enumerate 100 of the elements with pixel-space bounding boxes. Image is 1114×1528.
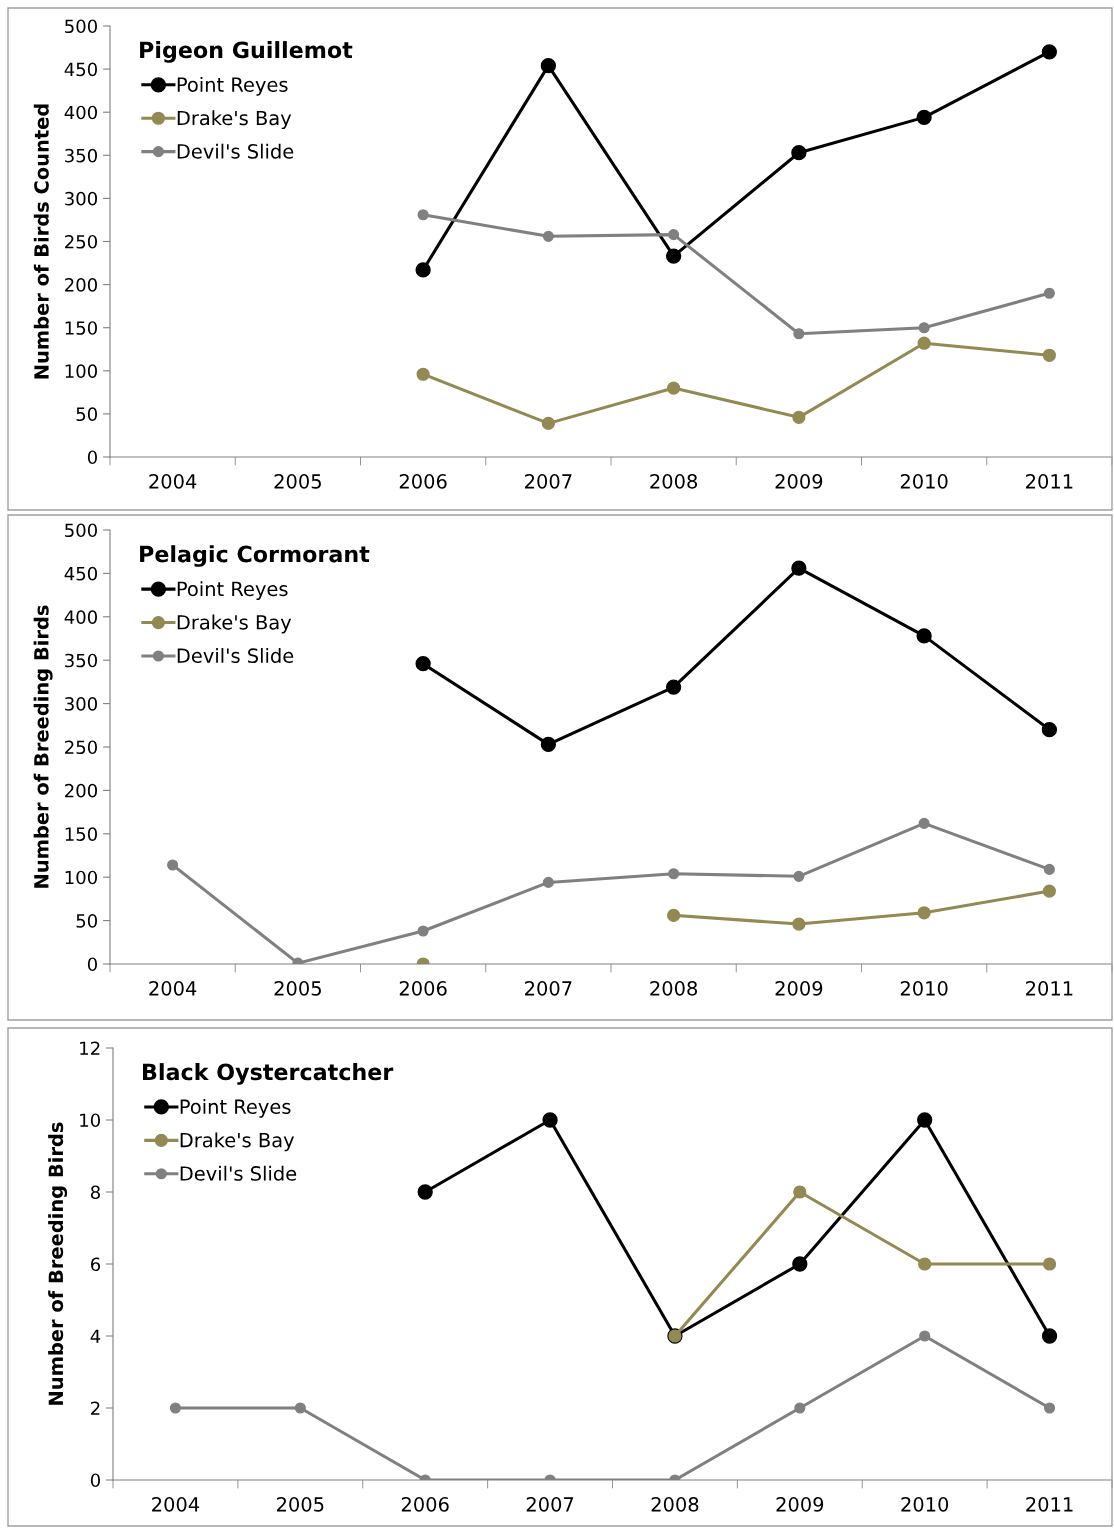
x-tick-label: 2006 [399, 474, 447, 489]
point [416, 367, 430, 381]
x-tick-label: 2005 [276, 1497, 324, 1512]
y-tick-label: 0 [90, 1473, 100, 1488]
point [792, 917, 806, 931]
x-tick-label: 2005 [274, 474, 321, 489]
x-tick-label: 2010 [900, 981, 948, 996]
legend-label: Point Reyes [180, 1098, 291, 1118]
y-tick-label: 10 [80, 1113, 100, 1128]
point [542, 876, 554, 888]
point [1042, 1257, 1057, 1271]
x-tick-label: 2011 [1026, 1497, 1073, 1512]
point [668, 868, 680, 880]
x-tick-label: 2010 [901, 1497, 949, 1512]
point [1044, 1402, 1056, 1414]
point [294, 1402, 306, 1414]
point [417, 209, 429, 221]
point [541, 416, 555, 430]
x-tick-label: 2006 [401, 1497, 449, 1512]
x-tick-label: 2009 [775, 981, 823, 996]
point [417, 1184, 433, 1200]
y-tick-label: 450 [64, 62, 97, 77]
point [668, 229, 680, 241]
y-tick-label: 300 [65, 191, 97, 206]
point [415, 656, 431, 672]
point [916, 628, 932, 644]
text: Pigeon Guillemot [140, 41, 353, 63]
point [793, 870, 805, 882]
x-tick-label: 2011 [1026, 474, 1073, 489]
y-tick-label: 6 [90, 1257, 101, 1272]
point [1042, 884, 1056, 898]
y-tick-label: 12 [80, 1041, 100, 1055]
y-tick-label: 50 [76, 914, 97, 928]
y-tick-label: 250 [65, 740, 97, 755]
point [417, 925, 429, 937]
point [540, 58, 557, 74]
y-tick-label: 0 [87, 450, 97, 465]
x-tick-label: 2011 [1026, 981, 1073, 996]
x-tick-label: 2004 [149, 981, 197, 996]
y-tick-label: 200 [65, 278, 97, 292]
y-tick-label: 50 [76, 407, 97, 422]
point [1043, 863, 1055, 875]
y-tick-label: 100 [65, 870, 97, 885]
point [169, 1402, 181, 1414]
point [794, 1402, 806, 1414]
x-tick-label: 2009 [776, 1497, 824, 1512]
point [1042, 348, 1056, 362]
y-tick-label: 8 [90, 1185, 100, 1200]
point [1041, 44, 1058, 60]
point [542, 1112, 558, 1128]
y-tick-label: 350 [65, 653, 97, 668]
point [917, 336, 931, 350]
point [167, 859, 179, 871]
point [542, 230, 554, 242]
point [918, 817, 930, 829]
x-tick-label: 2004 [149, 474, 197, 489]
point [415, 262, 431, 278]
legend-label: Drake's Bay [177, 110, 292, 130]
x-tick-label: 2007 [525, 981, 572, 996]
x-tick-label: 2008 [651, 1497, 699, 1512]
y-tick-label: 200 [65, 783, 97, 798]
y-tick-label: 350 [65, 148, 97, 163]
point [667, 381, 681, 395]
point [793, 1185, 807, 1199]
point [1041, 722, 1058, 738]
point [792, 1256, 808, 1272]
y-axis-title: Number of Breeding Birds [33, 605, 53, 888]
y-tick-label: 300 [65, 697, 97, 711]
point [792, 410, 806, 424]
point [919, 1330, 931, 1342]
legend-label: Drake's Bay [180, 1132, 295, 1152]
point [791, 145, 807, 161]
legend-label: Drake's Bay [177, 614, 292, 634]
legend-label: Devil's Slide [177, 143, 294, 159]
text: Black Oystercatcher [143, 1063, 394, 1085]
point [665, 248, 682, 264]
x-tick-label: 2007 [526, 1497, 574, 1512]
point [667, 908, 681, 922]
x-tick-label: 2006 [399, 981, 447, 996]
y-tick-label: 250 [65, 234, 97, 249]
point [665, 679, 682, 695]
y-tick-label: 150 [65, 827, 97, 841]
x-tick-label: 2008 [650, 474, 698, 489]
point [918, 322, 930, 334]
x-tick-label: 2007 [525, 474, 572, 489]
y-tick-label: 150 [65, 321, 97, 335]
y-axis-title: Number of Birds Counted [33, 104, 49, 379]
point [916, 109, 932, 126]
point [917, 906, 931, 920]
y-tick-label: 400 [64, 610, 97, 624]
y-axis-title: Number of Breeding Birds [48, 1122, 68, 1405]
point [1043, 287, 1055, 299]
y-tick-label: 4 [90, 1329, 101, 1343]
y-tick-label: 2 [91, 1401, 100, 1415]
point [791, 560, 807, 576]
point [793, 328, 805, 340]
legend-label: Point Reyes [177, 581, 288, 600]
legend-label: Devil's Slide [177, 647, 294, 664]
y-tick-label: 400 [64, 105, 97, 120]
y-tick-label: 500 [65, 523, 97, 538]
